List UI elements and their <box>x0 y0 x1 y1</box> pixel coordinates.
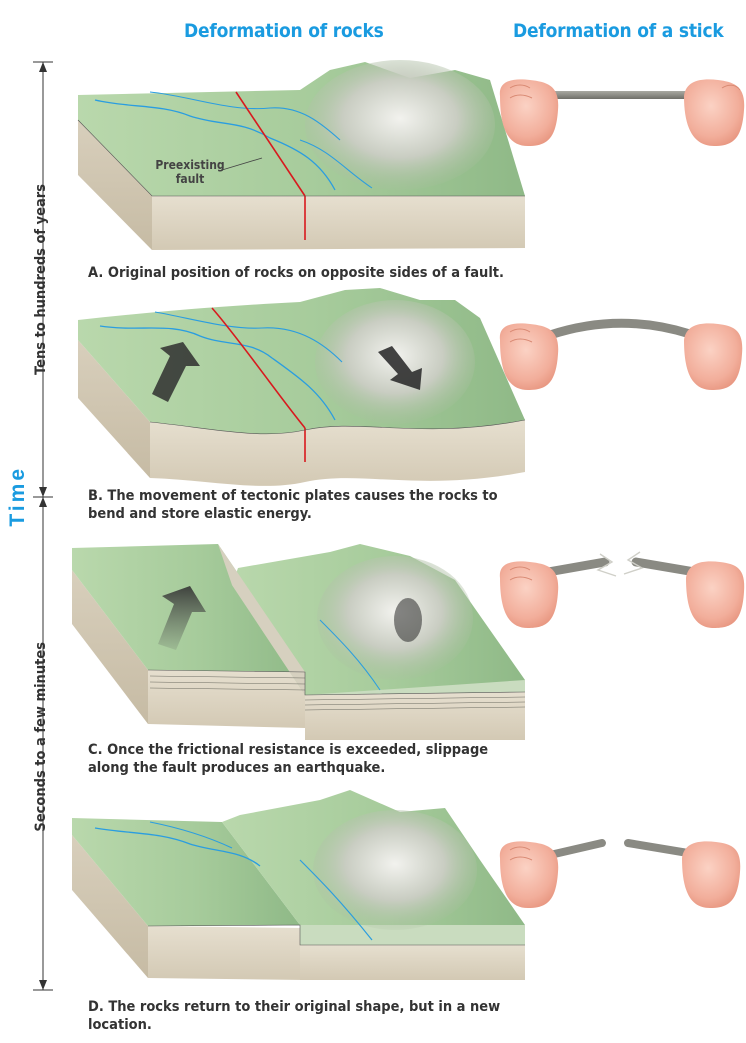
left-fist-icon <box>499 323 559 390</box>
slip-arrow-up-icon <box>158 586 206 650</box>
stick-breaking <box>499 551 745 628</box>
left-fist-icon <box>499 841 559 908</box>
slip-arrow-down-icon <box>394 598 422 642</box>
stick-broken <box>499 839 741 908</box>
plate-motion-arrow-up-icon <box>152 342 200 402</box>
stick-bent <box>499 318 743 390</box>
right-fist-icon <box>684 323 743 390</box>
right-fist-icon <box>686 561 745 628</box>
axis-arrow-down-icon <box>39 980 47 990</box>
stick-straight <box>499 79 745 146</box>
axis-arrow-up-icon <box>39 62 47 72</box>
caption-c: C. Once the frictional resistance is exc… <box>88 742 489 776</box>
left-fist-icon <box>499 561 559 628</box>
preexisting-fault-line <box>235 91 306 197</box>
bent-fault-line <box>211 307 306 429</box>
block-diagram-a <box>77 60 525 250</box>
block-diagram-c <box>72 544 526 740</box>
caption-d: D. The rocks return to their original sh… <box>88 999 501 1033</box>
caption-a: A. Original position of rocks on opposit… <box>88 265 504 281</box>
stick-column-header: Deformation of a stick <box>513 20 724 42</box>
preexisting-fault-label: Preexisting fault <box>155 158 225 186</box>
time-axis <box>33 61 53 991</box>
block-diagram-d <box>72 790 525 980</box>
rocks-column-header: Deformation of rocks <box>184 20 384 42</box>
right-fist-icon <box>684 79 745 146</box>
plate-motion-arrow-down-icon <box>378 346 422 390</box>
caption-b: B. The movement of tectonic plates cause… <box>88 488 498 522</box>
right-fist-icon <box>682 841 741 908</box>
block-diagram-b <box>78 288 526 486</box>
left-fist-icon <box>499 79 559 146</box>
